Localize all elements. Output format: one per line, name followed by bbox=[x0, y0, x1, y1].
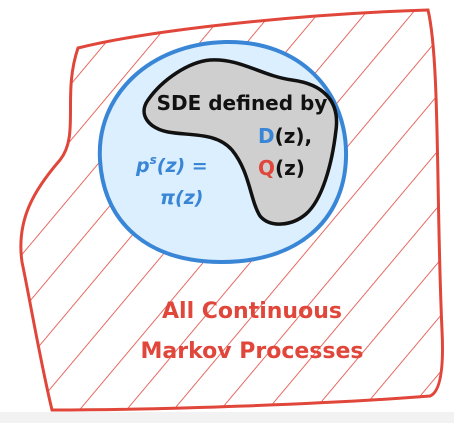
sde-q: Q(z) bbox=[258, 156, 305, 180]
bottom-strip bbox=[0, 412, 454, 423]
sde-line1: SDE defined by bbox=[157, 91, 328, 115]
stationary-line2: π(z) bbox=[160, 187, 203, 209]
s-superscript: s bbox=[150, 153, 157, 167]
sde-region bbox=[142, 58, 339, 226]
q-symbol: Q bbox=[258, 156, 275, 180]
sde-d: D(z), bbox=[258, 124, 312, 148]
p-symbol: p bbox=[135, 155, 150, 177]
q-arg: (z) bbox=[275, 156, 305, 180]
stationary-rest: (z) = bbox=[157, 155, 208, 177]
outer-line1: All Continuous bbox=[162, 299, 342, 324]
d-symbol: D bbox=[258, 124, 275, 148]
stationary-line1: ps(z) = bbox=[135, 153, 208, 177]
d-arg: (z), bbox=[275, 124, 313, 148]
outer-line2: Markov Processes bbox=[141, 339, 364, 364]
